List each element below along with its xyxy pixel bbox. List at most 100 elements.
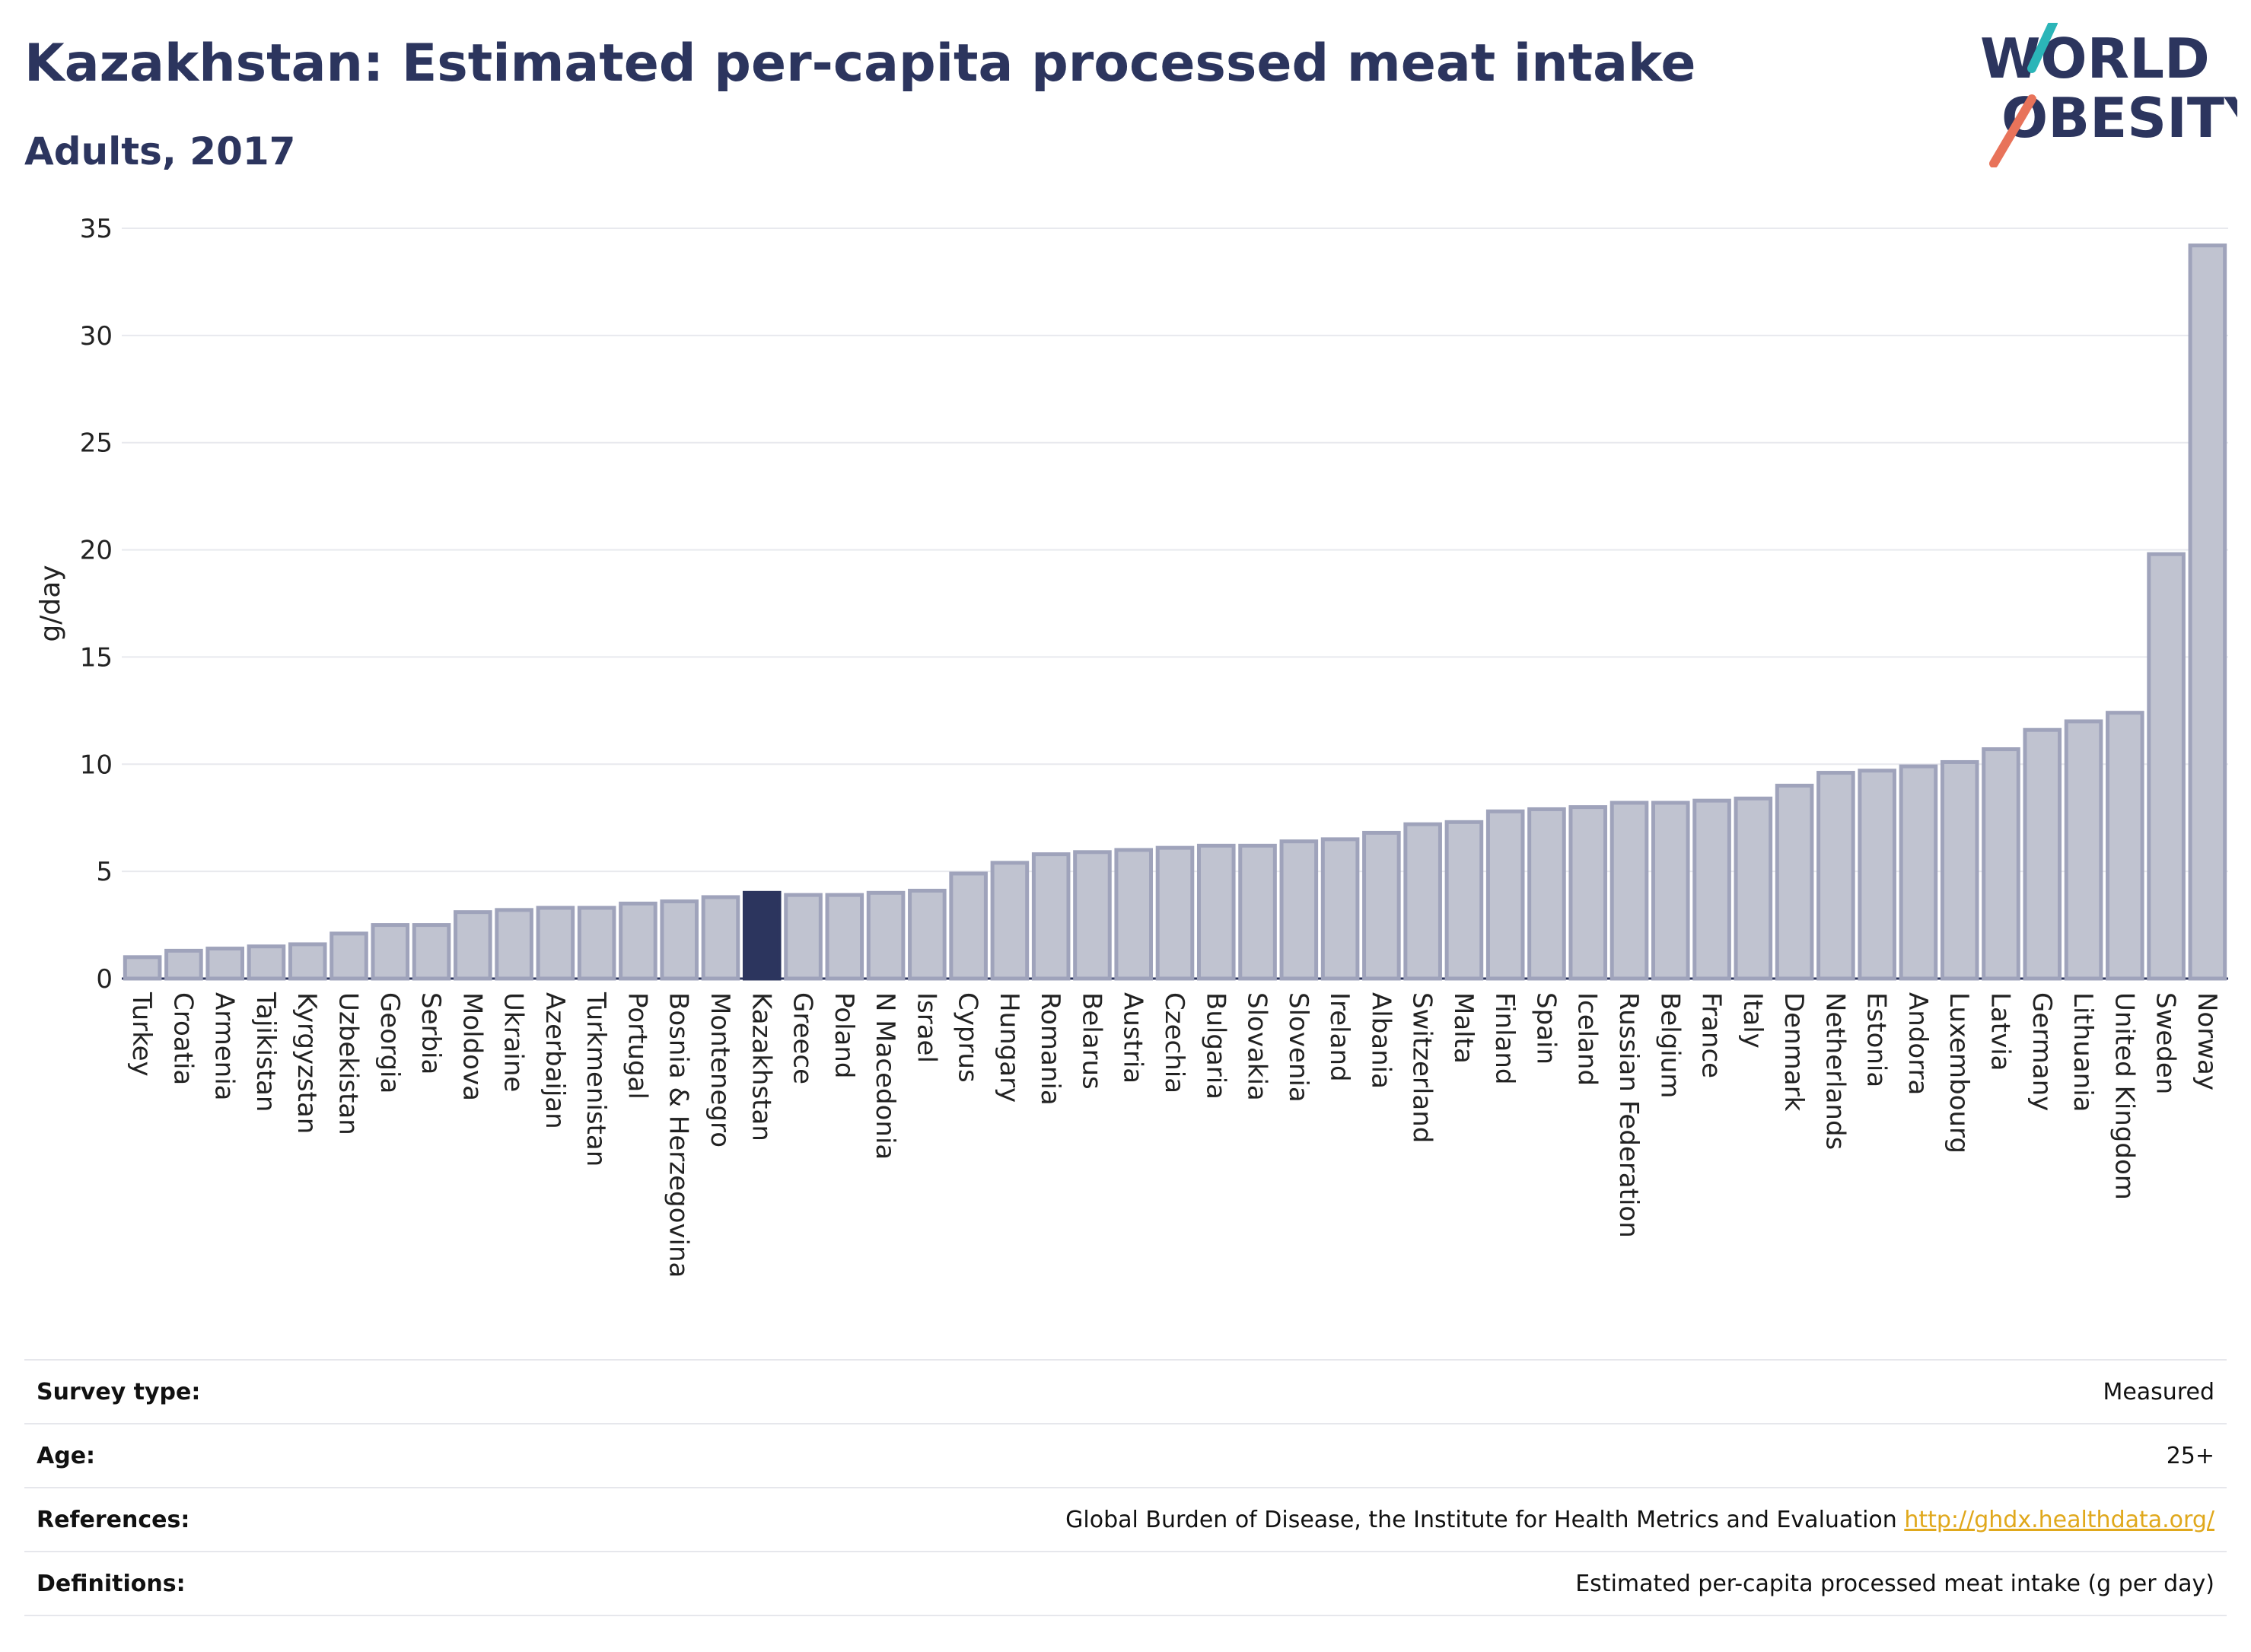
x-tick-label: Iceland <box>1572 992 1603 1086</box>
bar-andorra[interactable] <box>1899 764 1938 981</box>
x-tick-label: Lithuania <box>2068 992 2098 1112</box>
bar-n-macedonia[interactable] <box>866 890 906 981</box>
bar-ireland[interactable] <box>1320 837 1360 981</box>
bar-finland[interactable] <box>1485 809 1525 981</box>
y-tick-label: 10 <box>80 750 113 780</box>
bar-armenia[interactable] <box>205 947 244 981</box>
bar-greece[interactable] <box>784 893 823 981</box>
bar-kyrgyzstan[interactable] <box>288 942 327 981</box>
info-label: Definitions: <box>37 1570 186 1597</box>
bar-spain[interactable] <box>1527 807 1566 981</box>
bar-bulgaria[interactable] <box>1196 843 1236 981</box>
x-tick-label: Germany <box>2027 992 2057 1111</box>
bar-lithuania[interactable] <box>2064 719 2103 981</box>
x-tick-label: Belgium <box>1654 992 1685 1098</box>
x-tick-label: Uzbekistan <box>333 992 364 1135</box>
x-tick-label: Tajikistan <box>250 992 281 1112</box>
bar-russian-federation[interactable] <box>1609 801 1649 981</box>
x-tick-label: France <box>1696 992 1727 1078</box>
bar-belgium[interactable] <box>1651 801 1690 981</box>
bar-turkmenistan[interactable] <box>577 906 616 981</box>
bar-germany[interactable] <box>2023 727 2062 981</box>
references-link[interactable]: http://ghdx.healthdata.org/ <box>1904 1506 2214 1533</box>
x-tick-label: Turkey <box>126 992 157 1077</box>
bar-moldova[interactable] <box>454 910 492 981</box>
y-tick-label: 15 <box>80 642 113 673</box>
bar-estonia[interactable] <box>1858 769 1896 981</box>
bar-ukraine[interactable] <box>495 908 533 981</box>
bar-italy[interactable] <box>1734 796 1773 981</box>
bar-tajikistan[interactable] <box>247 944 286 981</box>
x-tick-label: Malta <box>1448 992 1479 1064</box>
x-tick-label: Portugal <box>622 992 652 1100</box>
world-obesity-logo: WORLD OBESITY <box>1980 23 2237 167</box>
bar-iceland[interactable] <box>1568 805 1608 981</box>
x-tick-label: Andorra <box>1902 992 1933 1095</box>
bar-austria[interactable] <box>1114 848 1154 981</box>
bar-portugal[interactable] <box>619 901 657 981</box>
bar-malta[interactable] <box>1444 820 1484 981</box>
bar-sweden[interactable] <box>2147 552 2186 981</box>
bar-kazakhstan[interactable] <box>742 890 782 981</box>
bar-turkey[interactable] <box>123 955 162 981</box>
y-axis-label: g/day <box>35 565 66 641</box>
bar-azerbaijan[interactable] <box>536 906 575 981</box>
bar-chart: 0 5 10 15 20 25 30 35 Turkey Croatia Armenia Tajik… <box>35 214 2228 1278</box>
bar-france[interactable] <box>1692 798 1731 981</box>
x-tick-label: Croatia <box>167 992 198 1085</box>
chart-title: Kazakhstan: Estimated per-capita process… <box>24 33 1696 94</box>
bar-hungary[interactable] <box>990 861 1030 981</box>
x-tick-label: Georgia <box>374 992 405 1093</box>
x-tick-label: Denmark <box>1778 992 1809 1112</box>
bar-belarus[interactable] <box>1073 850 1112 981</box>
x-tick-label: Luxembourg <box>1944 992 1974 1154</box>
bar-poland[interactable] <box>825 893 864 981</box>
bar-luxembourg[interactable] <box>1940 759 1979 981</box>
x-tick-label: Bosnia & Herzegovina <box>664 992 694 1278</box>
bar-netherlands[interactable] <box>1816 771 1855 981</box>
x-tick-label: Ukraine <box>498 992 529 1092</box>
bar-united-kingdom[interactable] <box>2106 711 2144 981</box>
y-tick-label: 30 <box>80 321 113 352</box>
y-tick-label: 0 <box>96 964 113 995</box>
chart-subtitle: Adults, 2017 <box>24 129 296 173</box>
bar-switzerland[interactable] <box>1403 822 1442 981</box>
info-row-survey-type: Survey type: Measured <box>24 1359 2227 1423</box>
x-tick-label: Russian Federation <box>1613 992 1644 1238</box>
bars <box>123 244 2227 981</box>
bar-croatia[interactable] <box>164 948 203 981</box>
bar-serbia[interactable] <box>412 923 451 981</box>
x-axis-labels: Turkey Croatia Armenia Tajikistan Kyrgyzstan… <box>126 992 2222 1278</box>
bar-albania[interactable] <box>1362 830 1401 981</box>
bar-slovenia[interactable] <box>1279 839 1319 981</box>
bar-cyprus[interactable] <box>949 871 988 981</box>
x-tick-label: Switzerland <box>1407 992 1438 1143</box>
bar-norway[interactable] <box>2188 244 2227 981</box>
x-tick-label: Azerbaijan <box>540 992 570 1129</box>
logo-teal-stroke <box>2027 23 2058 73</box>
bar-uzbekistan[interactable] <box>330 931 368 981</box>
x-tick-label: N Macedonia <box>870 992 900 1160</box>
x-tick-label: Cyprus <box>953 992 983 1083</box>
x-tick-label: Israel <box>911 992 941 1063</box>
x-tick-label: Austria <box>1118 992 1148 1084</box>
bar-latvia[interactable] <box>1982 747 2020 981</box>
bar-czechia[interactable] <box>1155 845 1195 981</box>
x-tick-label: Kazakhstan <box>746 992 776 1141</box>
info-label: Age: <box>37 1442 96 1469</box>
bar-israel[interactable] <box>908 888 947 981</box>
x-tick-label: Moldova <box>457 992 487 1101</box>
bar-bosnia-herzegovina[interactable] <box>660 899 699 981</box>
bar-montenegro[interactable] <box>701 895 740 981</box>
x-tick-label: Albania <box>1365 992 1396 1089</box>
bar-romania[interactable] <box>1031 852 1071 981</box>
x-tick-label: Romania <box>1035 992 1065 1106</box>
bar-georgia[interactable] <box>371 923 410 981</box>
bar-denmark[interactable] <box>1775 783 1814 981</box>
x-tick-label: Kyrgyzstan <box>291 992 322 1134</box>
x-tick-label: Estonia <box>1861 992 1892 1087</box>
x-tick-label: Slovakia <box>1242 992 1272 1101</box>
bar-slovakia[interactable] <box>1238 843 1277 981</box>
x-tick-label: Belarus <box>1076 992 1106 1090</box>
x-tick-label: Czechia <box>1159 992 1189 1093</box>
